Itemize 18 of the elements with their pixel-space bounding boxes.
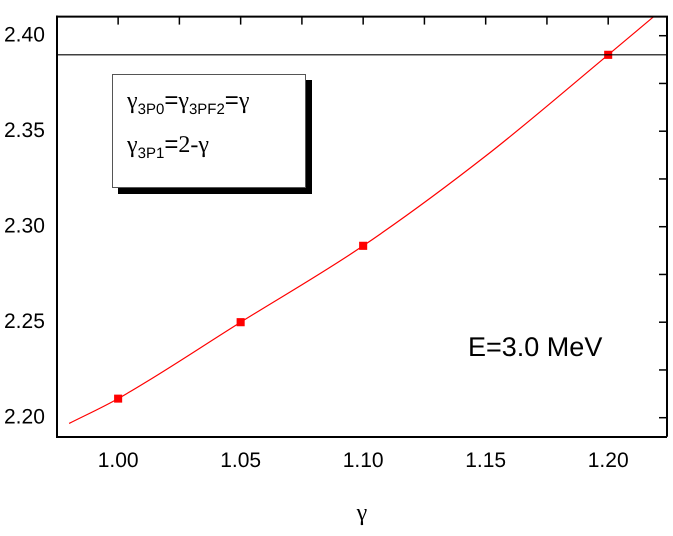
x-tick-label: 1.15 [465,449,506,472]
x-tick-label: 1.10 [342,449,384,472]
point [236,318,245,326]
x-tick-label: 1.00 [98,449,139,472]
y-tick-label: 2.25 [4,310,45,333]
y-tick-label: 2.40 [4,23,45,46]
annotation: γ$_{3P1}$=2-γ [127,131,209,162]
y-tick-label: 2.35 [4,118,45,142]
x-axis-title: γ [356,500,368,527]
annotation: γ$_{3P0}$=γ$_{3PF2}$=γ [127,87,250,118]
x-tick-label: 1.05 [220,449,262,472]
y-tick-label: 2.30 [4,214,45,238]
annotation: E=3.0 MeV [468,332,602,363]
line-series [68,16,654,424]
point [359,242,368,250]
x-tick-label: 1.20 [588,449,629,472]
point [114,394,122,403]
y-tick-label: 2.20 [4,405,45,428]
